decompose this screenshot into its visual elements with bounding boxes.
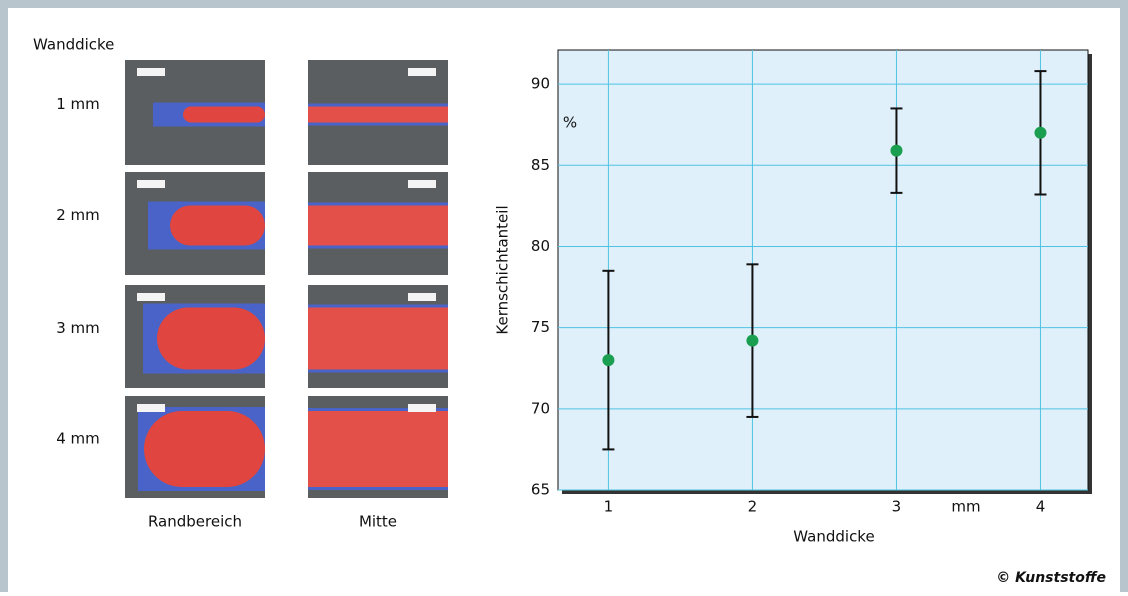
scale-label: [137, 293, 165, 301]
core-layer: [308, 307, 448, 370]
point: [890, 144, 903, 157]
y-tick-label: 65: [531, 481, 550, 499]
column-label: Randbereich: [148, 513, 242, 531]
y-tick-label: 85: [531, 156, 550, 174]
x-tick-label: 1: [604, 498, 614, 516]
core-layer: [308, 205, 448, 246]
scale-label: [408, 180, 436, 188]
scale-label: [137, 404, 165, 412]
y-tick-label: 80: [531, 237, 550, 255]
y-tick-label: 75: [531, 318, 550, 336]
scale-label: [408, 68, 436, 76]
y-tick-label: 70: [531, 399, 550, 417]
x-tick-label: 4: [1036, 498, 1046, 516]
row-label: 2 mm: [56, 206, 100, 224]
point: [1034, 126, 1047, 139]
x-unit: mm: [951, 498, 980, 516]
core-layer: [144, 411, 265, 487]
row-label: 1 mm: [56, 95, 100, 113]
scale-label: [408, 293, 436, 301]
images-title: Wanddicke: [33, 36, 114, 54]
core-layer: [157, 307, 265, 370]
row-label: 3 mm: [56, 319, 100, 337]
core-layer: [308, 411, 448, 487]
x-tick-label: 3: [892, 498, 902, 516]
scale-label: [137, 180, 165, 188]
point: [602, 354, 615, 367]
core-layer: [183, 106, 265, 123]
row-label: 4 mm: [56, 430, 100, 448]
scale-label: [408, 404, 436, 412]
plot-area: [557, 49, 1089, 491]
core-layer: [308, 106, 448, 123]
x-tick-label: 2: [748, 498, 758, 516]
y-unit: %: [563, 114, 577, 132]
point: [746, 334, 759, 347]
scale-label: [137, 68, 165, 76]
core-layer: [170, 205, 265, 246]
y-axis-label: Kernschichtanteil: [494, 205, 512, 334]
y-tick-label: 90: [531, 75, 550, 93]
column-label: Mitte: [359, 513, 397, 531]
copyright: © Kunststoffe: [996, 570, 1106, 586]
x-axis-label: Wanddicke: [793, 528, 874, 546]
